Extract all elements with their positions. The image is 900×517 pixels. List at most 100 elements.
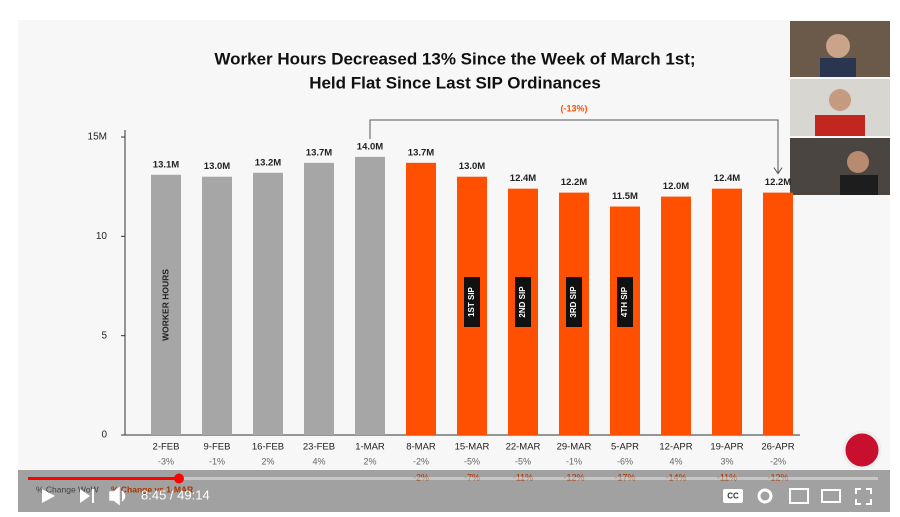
- x-tick-label: 2-FEB: [153, 442, 180, 453]
- value-label: 12.4M: [714, 173, 740, 184]
- bar: [304, 162, 334, 435]
- row-value: -1%: [566, 456, 582, 466]
- progress-played: [28, 477, 179, 480]
- bar-note: WORKER HOURS: [160, 269, 170, 341]
- logo: [842, 430, 882, 470]
- volume-button[interactable]: [109, 486, 126, 506]
- x-tick-label: 12-APR: [659, 442, 692, 453]
- value-label: 12.2M: [561, 177, 587, 188]
- bar: [712, 188, 742, 435]
- bar-note: 3RD SIP: [569, 286, 578, 318]
- x-tick-label: 22-MAR: [506, 442, 541, 453]
- row-value: -3%: [158, 456, 174, 466]
- y-tick-label: 0: [101, 430, 107, 441]
- face: [826, 34, 850, 58]
- face: [829, 89, 851, 111]
- theater-button[interactable]: [821, 489, 841, 503]
- value-label: 12.4M: [510, 173, 536, 184]
- y-tick-label: 15M: [88, 132, 107, 143]
- row-value: -11%: [717, 472, 737, 482]
- bar: [151, 174, 181, 435]
- y-tick-label: 5: [101, 330, 107, 341]
- row-value: -11%: [513, 472, 533, 482]
- row-value: -12%: [767, 472, 788, 482]
- miniplayer-button[interactable]: [789, 488, 809, 504]
- bar-note: 4TH SIP: [620, 286, 629, 317]
- progress-track[interactable]: [28, 477, 878, 480]
- shirt: [815, 115, 865, 136]
- bar: [355, 156, 385, 435]
- x-tick-label: 8-MAR: [406, 442, 436, 453]
- y-tick-label: 10: [96, 231, 108, 242]
- row-label: % Change WoW: [36, 484, 99, 494]
- value-label: 13.0M: [204, 161, 230, 172]
- row-value: -7%: [464, 472, 480, 482]
- x-tick-label: 16-FEB: [252, 442, 284, 453]
- row-value: -17%: [614, 472, 635, 482]
- x-tick-label: 29-MAR: [557, 442, 592, 453]
- bar: [661, 196, 691, 435]
- row-value: -2%: [413, 456, 429, 466]
- bar: [253, 172, 283, 435]
- value-label: 14.0M: [357, 141, 383, 152]
- annotation: (-13%): [560, 103, 587, 113]
- shirt: [840, 175, 878, 195]
- value-label: 13.1M: [153, 159, 179, 170]
- value-label: 12.0M: [663, 181, 689, 192]
- fullscreen-button[interactable]: [855, 488, 872, 505]
- cc-button[interactable]: [723, 489, 743, 503]
- chart: 0 5 10 15M 13.1M 2-FEB WORKER HOURS 13.0M 9-FEB 1…: [36, 103, 800, 494]
- x-tick-label: 19-APR: [710, 442, 743, 453]
- video-frame: [18, 20, 890, 512]
- row-value: -1%: [209, 456, 225, 466]
- x-tick-label: 26-APR: [761, 442, 794, 453]
- row-value: -2%: [413, 472, 429, 482]
- x-tick-label: 15-MAR: [455, 442, 490, 453]
- value-label: 13.0M: [459, 161, 485, 172]
- x-tick-label: 9-FEB: [204, 442, 231, 453]
- face: [847, 151, 869, 173]
- chart-title: Worker Hours Decreased 13% Since the Wee…: [214, 49, 695, 68]
- webcams: [790, 21, 890, 195]
- row-label: % Change vs 1-MAR: [111, 484, 193, 494]
- row-value: 4%: [312, 456, 325, 466]
- bar-note: 2ND SIP: [518, 286, 527, 318]
- row-value: -5%: [515, 456, 531, 466]
- row-value: -12%: [563, 472, 584, 482]
- row-value: -2%: [770, 456, 786, 466]
- row-value: -5%: [464, 456, 480, 466]
- x-tick-label: 23-FEB: [303, 442, 335, 453]
- bar-note-box: [617, 277, 633, 327]
- cc-label: CC: [727, 492, 739, 501]
- time-display: 8:45 / 49:14: [141, 487, 210, 502]
- bar-note-box: [464, 277, 480, 327]
- bar-note: 1ST SIP: [467, 286, 476, 316]
- bar: [202, 176, 232, 435]
- next-button[interactable]: [80, 489, 94, 503]
- value-label: 11.5M: [612, 191, 638, 202]
- x-tick-label: 1-MAR: [355, 442, 385, 453]
- value-label: 13.7M: [408, 147, 434, 158]
- row-value: 4%: [669, 456, 682, 466]
- row-value: 2%: [261, 456, 274, 466]
- value-label: 13.2M: [255, 157, 281, 168]
- row-value: -6%: [617, 456, 633, 466]
- bar-note-box: [515, 277, 531, 327]
- bar-note-box: [566, 277, 582, 327]
- play-button[interactable]: [42, 489, 55, 503]
- shirt: [820, 58, 856, 77]
- row-value: 2%: [363, 456, 376, 466]
- annotation-bracket: [369, 119, 779, 173]
- value-label: 12.2M: [765, 177, 791, 188]
- x-tick-label: 5-APR: [611, 442, 639, 453]
- title-block: Worker Hours Decreased 13% Since the Wee…: [214, 49, 695, 92]
- bar: [763, 192, 793, 435]
- bar: [406, 162, 436, 435]
- annotation-arrow: [773, 167, 783, 175]
- settings-button[interactable]: [757, 488, 773, 504]
- progress-handle[interactable]: [174, 473, 184, 484]
- value-label: 13.7M: [306, 147, 332, 158]
- chart-title: Held Flat Since Last SIP Ordinances: [309, 73, 601, 92]
- row-value: -14%: [665, 472, 686, 482]
